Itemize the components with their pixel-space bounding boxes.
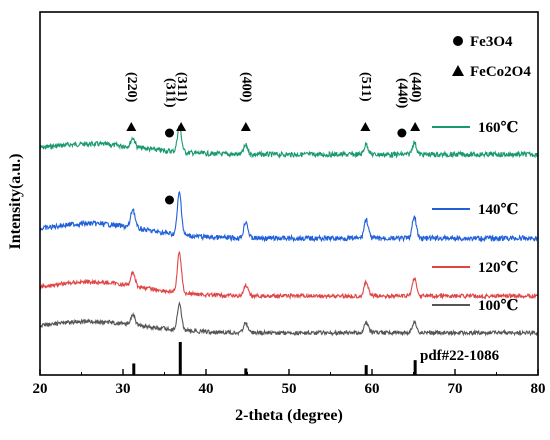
x-tick-label: 70 [448, 381, 463, 397]
plot-frame [39, 11, 539, 376]
plot-area: 160℃ 140℃ 120℃ 100℃ (220) (311)(311) (400) (511… [39, 34, 539, 375]
legend-label: 120℃ [478, 260, 519, 276]
reference-label: pdf#22-1086 [420, 348, 500, 364]
peak-annotation: (440) [395, 78, 410, 109]
peak-annotation: (511) [358, 72, 373, 102]
axes: 20 30 40 50 60 70 80 [33, 369, 546, 397]
x-tick-label: 40 [199, 381, 214, 397]
annotation-circle [164, 128, 174, 138]
x-tick-label: 50 [282, 381, 297, 397]
peak-annotation: (311) [162, 78, 177, 108]
x-tick-label: 80 [531, 381, 546, 397]
peak-annotation: (311) [174, 72, 189, 102]
x-axis-title: 2-theta (degree) [235, 407, 343, 424]
annotation-triangle [126, 122, 137, 131]
x-tick-label: 60 [365, 381, 380, 397]
series-line-1 [39, 190, 538, 243]
legend-symbol-label: FeCo2O4 [470, 64, 531, 80]
series-line-2 [39, 251, 538, 300]
legend-circle-icon [453, 36, 463, 46]
peak-annotation: (220) [124, 72, 139, 103]
annotation-triangle [176, 122, 187, 131]
x-tick-label: 20 [33, 381, 48, 397]
annotation-triangle [410, 122, 421, 131]
legend-label: 160℃ [478, 120, 519, 136]
annotation-circle [397, 128, 407, 138]
peak-annotation: (400) [239, 72, 254, 103]
legend-label: 100℃ [478, 298, 519, 314]
series-line-0 [39, 125, 539, 159]
annotation-triangle [360, 122, 371, 131]
y-axis-title: Intensity(a.u.) [7, 153, 24, 249]
legend-label: 140℃ [478, 202, 519, 218]
series-marker-circle [164, 195, 174, 205]
annotation-triangle [240, 122, 251, 131]
series-line-3 [39, 301, 539, 337]
legend-symbol-label: Fe3O4 [470, 34, 513, 50]
legend-triangle-icon [452, 65, 464, 76]
peak-annotation: (440) [408, 72, 423, 103]
x-tick-label: 30 [116, 381, 131, 397]
